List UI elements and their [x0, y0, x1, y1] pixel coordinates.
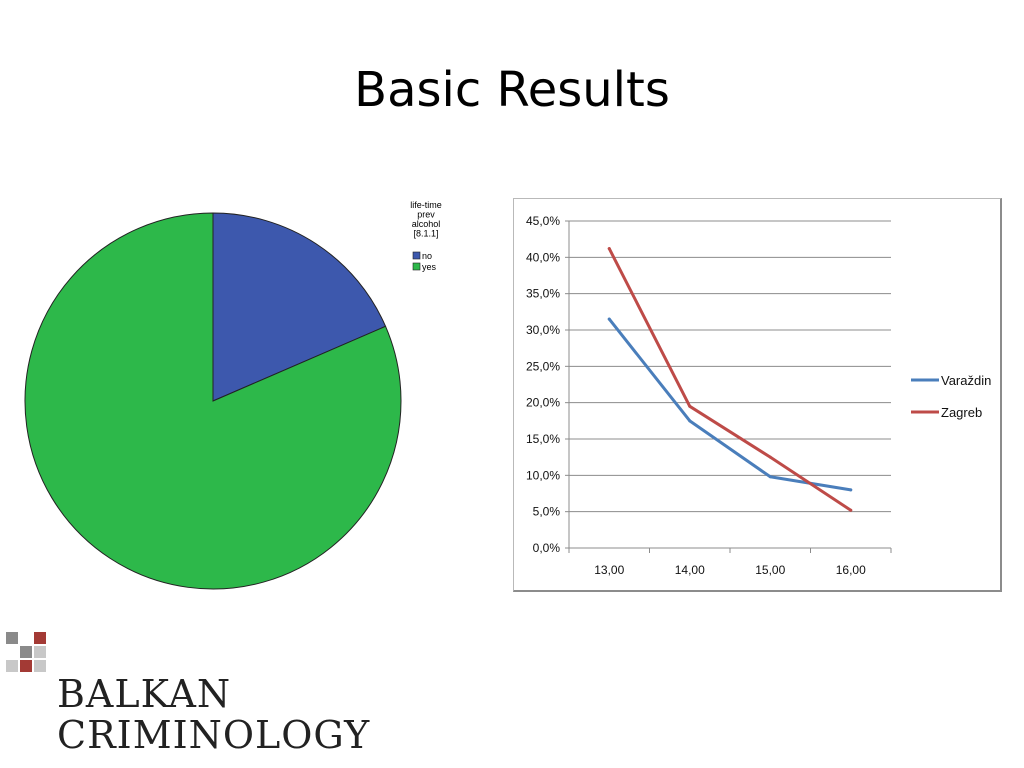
series-point-2 [688, 404, 692, 408]
logo-square [34, 646, 46, 658]
y-tick-label: 35,0% [526, 287, 560, 301]
y-tick-label: 40,0% [526, 250, 560, 264]
series-line-2 [607, 247, 853, 512]
legend-label-1: Varaždin [941, 373, 991, 388]
x-tick-label: 14,00 [675, 563, 705, 577]
series-line-1 [607, 317, 853, 492]
pie-legend-title: [8.1.1] [413, 229, 438, 239]
pie-slice-no [212, 212, 387, 402]
logo-square [20, 660, 32, 672]
logo-square [20, 646, 32, 658]
pie-legend-title: alcohol [412, 219, 441, 229]
pie-slice-yes [24, 212, 402, 590]
y-tick-label: 5,0% [533, 505, 561, 519]
series-point-2 [849, 508, 853, 512]
logo-square [34, 660, 46, 672]
pie-legend-swatch [412, 251, 421, 260]
pie-legend-label: no [422, 251, 432, 261]
x-tick-label: 16,00 [836, 563, 866, 577]
logo-text-criminology: CRIMINOLOGY [57, 713, 371, 757]
pie-legend-title: life-time [410, 200, 442, 210]
series-point-1 [607, 317, 611, 321]
pie-legend-title: prev [417, 210, 435, 220]
balkan-criminology-logo-icon [6, 632, 46, 672]
y-tick-label: 20,0% [526, 396, 560, 410]
y-tick-label: 25,0% [526, 359, 560, 373]
y-tick-label: 10,0% [526, 468, 560, 482]
x-tick-label: 15,00 [755, 563, 785, 577]
series-point-1 [849, 488, 853, 492]
y-tick-label: 45,0% [526, 214, 560, 228]
logo-square [6, 632, 18, 644]
slide-title: Basic Results [354, 62, 670, 118]
legend-label-2: Zagreb [941, 405, 982, 420]
series-point-2 [607, 247, 611, 251]
pie-legend-swatch [412, 262, 421, 271]
logo-square [6, 660, 18, 672]
series-point-2 [768, 455, 772, 459]
pie-legend-label: yes [422, 262, 437, 272]
logo-square [34, 632, 46, 644]
y-tick-label: 15,0% [526, 432, 560, 446]
line-chart: 0,0% 5,0% 10,0% 15,0% 20,0% 25,0% 30,0% 35,0% 40… [526, 214, 991, 577]
line-chart-frame: 0,0% 5,0% 10,0% 15,0% 20,0% 25,0% 30,0% 35,0% 40… [513, 198, 1002, 592]
logo-text-balkan: BALKAN [57, 672, 232, 716]
series-point-1 [768, 475, 772, 479]
series-point-1 [688, 419, 692, 423]
x-tick-label: 13,00 [594, 563, 624, 577]
y-tick-label: 30,0% [526, 323, 560, 337]
y-tick-label: 0,0% [533, 541, 561, 555]
